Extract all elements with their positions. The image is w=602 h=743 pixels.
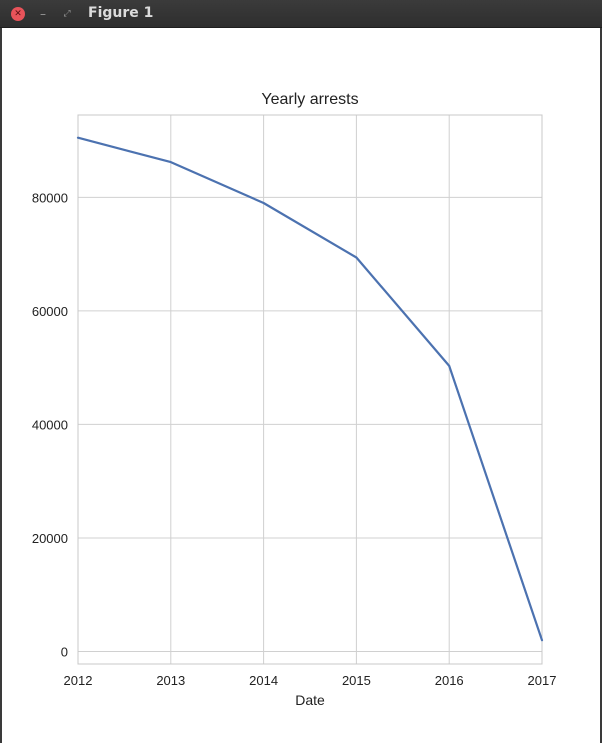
minimize-icon[interactable]: – [40, 7, 46, 21]
window-border-right [600, 28, 602, 743]
x-tick-label: 2013 [156, 673, 185, 688]
x-axis-ticks: 2012 2013 2014 2015 2016 2017 [64, 673, 557, 688]
close-icon[interactable]: ✕ [11, 7, 25, 21]
series-group [76, 136, 544, 642]
x-tick-label: 2015 [342, 673, 371, 688]
y-tick-label: 80000 [32, 190, 68, 205]
line-chart: Yearly arrests 2012 2013 2014 2015 2016 2017 … [32, 91, 557, 708]
series-line [76, 136, 544, 642]
window-border-left [0, 28, 2, 743]
maximize-icon[interactable]: ⤢ [63, 8, 71, 19]
y-axis-ticks: 0 20000 40000 60000 80000 [32, 190, 68, 659]
x-tick-label: 2016 [435, 673, 464, 688]
plot-area-border [77, 114, 543, 665]
x-axis-label: Date [295, 692, 325, 708]
x-tick-label: 2017 [528, 673, 557, 688]
window-titlebar: ✕ – ⤢ Figure 1 [0, 0, 602, 28]
y-tick-label: 0 [61, 645, 68, 660]
y-tick-label: 40000 [32, 417, 68, 432]
y-tick-label: 20000 [32, 531, 68, 546]
x-tick-label: 2012 [64, 673, 93, 688]
x-tick-label: 2014 [249, 673, 278, 688]
chart-title: Yearly arrests [261, 91, 358, 108]
figure-canvas: Yearly arrests 2012 2013 2014 2015 2016 2017 … [2, 28, 600, 743]
plot-frame [77, 114, 543, 665]
y-tick-label: 60000 [32, 304, 68, 319]
window-title: Figure 1 [88, 5, 154, 21]
grid-lines [77, 115, 543, 664]
